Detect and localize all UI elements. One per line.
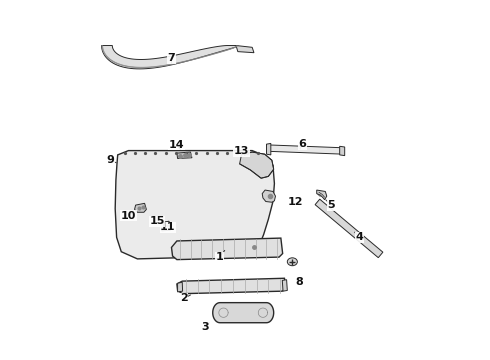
Text: 13: 13 [234,146,249,156]
Polygon shape [213,303,273,323]
Text: 8: 8 [295,277,303,287]
Polygon shape [177,282,183,292]
Text: 3: 3 [202,322,209,332]
Text: 15: 15 [149,216,165,226]
Text: 5: 5 [327,200,335,210]
Polygon shape [267,145,343,154]
Polygon shape [340,146,344,156]
Text: 10: 10 [121,211,136,221]
Polygon shape [101,45,238,69]
Text: 2: 2 [180,293,188,303]
Polygon shape [162,226,171,231]
Polygon shape [135,203,147,212]
Polygon shape [172,238,283,260]
Polygon shape [162,221,171,227]
Polygon shape [177,152,192,158]
Text: 7: 7 [168,53,175,63]
Polygon shape [282,280,287,291]
Polygon shape [240,152,274,178]
Text: 9: 9 [107,155,115,165]
Polygon shape [177,278,286,294]
Text: 12: 12 [288,197,303,207]
Polygon shape [236,45,254,53]
Polygon shape [262,190,275,202]
Ellipse shape [287,258,297,266]
Polygon shape [317,190,327,200]
Text: 4: 4 [356,232,364,242]
Text: 6: 6 [298,139,306,149]
Text: 1: 1 [216,252,224,262]
Text: 14: 14 [169,140,185,150]
Polygon shape [115,150,274,259]
Polygon shape [315,199,383,258]
Polygon shape [267,143,271,155]
Text: 11: 11 [160,222,175,232]
